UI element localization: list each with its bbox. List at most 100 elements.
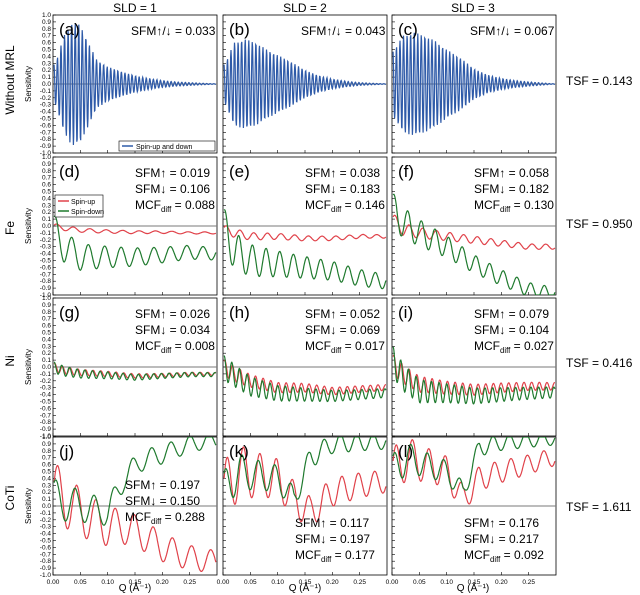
- y-tick-label: 0.5: [42, 47, 51, 54]
- annotation: SFM↓ = 0.104: [474, 323, 549, 337]
- series-spin-down: [53, 437, 217, 526]
- y-tick-label: -0.3: [40, 102, 52, 109]
- y-tick-label: 0.1: [42, 74, 51, 81]
- series-spin-up-and-down: [223, 39, 386, 129]
- annotation: SFM↑ = 0.117: [295, 516, 369, 530]
- y-tick-label: -0.5: [40, 538, 52, 545]
- annotation: SFM↑ = 0.176: [464, 516, 539, 530]
- y-tick-label: 0.7: [42, 175, 51, 182]
- y-tick-label: 1.0: [42, 12, 51, 19]
- y-tick-label: 0.4: [42, 195, 51, 202]
- y-tick-label: 0.3: [42, 343, 51, 350]
- y-tick-label: 0.5: [42, 189, 51, 196]
- panel-letter: (c): [398, 20, 418, 39]
- x-axis-titles: Q (Å⁻¹) Q (Å⁻¹) Q (Å⁻¹): [119, 581, 490, 594]
- y-axis-title: Sensitivity: [24, 208, 33, 244]
- y-tick-label: 0.7: [42, 455, 51, 462]
- series-spin-up: [392, 439, 556, 505]
- y-tick-label: 0.2: [42, 350, 51, 357]
- y-tick-label: 0.0: [42, 503, 51, 510]
- y-tick-label: 1.0: [42, 154, 51, 161]
- annotation: SFM↓ = 0.150: [125, 494, 200, 508]
- x-tick-label: 0.25: [522, 579, 535, 586]
- y-tick-label: 0.7: [42, 316, 51, 323]
- panel-i: (i) SFM↑ = 0.079 SFM↓ = 0.104 MCFdiff = 0.0…: [391, 297, 557, 437]
- annotation: SFM↑ = 0.052: [305, 307, 380, 321]
- tsf-label-row3: TSF = 0.416: [566, 356, 633, 370]
- annotation: MCFdiff = 0.146: [305, 198, 385, 214]
- y-tick-label: -0.6: [40, 264, 52, 271]
- plot-lines: [53, 215, 217, 272]
- y-tick-label: -0.9: [40, 565, 52, 572]
- panels-grid: -1.0-0.9-0.8-0.7-0.6-0.5-0.4-0.3-0.2-0.1…: [24, 12, 557, 586]
- y-tick-label: -0.7: [40, 129, 52, 136]
- annotation: SFM↑ = 0.079: [474, 307, 549, 321]
- column-header-sld2: SLD = 2: [283, 1, 327, 15]
- y-tick-label: -0.4: [40, 251, 52, 258]
- y-axis-title: Sensitivity: [24, 488, 33, 524]
- y-tick-label: -0.2: [40, 517, 52, 524]
- y-tick-label: 0.3: [42, 202, 51, 209]
- plot-lines: [392, 437, 556, 505]
- x-axis-title-col2: Q (Å⁻¹): [289, 581, 322, 594]
- y-tick-label: 0.9: [42, 161, 51, 168]
- row-label-without-mrl: Without MRL: [3, 45, 17, 115]
- panel-g: -1.0-0.9-0.8-0.7-0.6-0.5-0.4-0.3-0.2-0.1…: [24, 295, 218, 440]
- x-tick-label: 0.20: [495, 579, 508, 586]
- panel-c: (c) SFM↑/↓ = 0.067: [391, 14, 557, 154]
- x-tick-label: 0.20: [326, 579, 339, 586]
- y-tick-label: 0.1: [42, 496, 51, 503]
- y-tick-label: -0.9: [40, 426, 52, 433]
- series-spin-down: [392, 437, 556, 491]
- y-tick-label: 0.2: [42, 489, 51, 496]
- y-tick-label: 0.6: [42, 182, 51, 189]
- y-tick-label: 0.3: [42, 60, 51, 67]
- y-tick-label: 0.7: [42, 33, 51, 40]
- x-tick-label: 0.15: [129, 579, 142, 586]
- series-spin-down: [392, 193, 556, 295]
- x-tick-label: 0.25: [353, 579, 366, 586]
- annotation: SFM↓ = 0.182: [474, 182, 549, 196]
- annotation: MCFdiff = 0.088: [135, 198, 215, 214]
- y-tick-label: -1.0: [40, 572, 52, 579]
- series-spin-up: [53, 464, 217, 572]
- legend-label: Spin-down: [71, 209, 104, 216]
- annotation: SFM↓ = 0.197: [295, 532, 370, 546]
- panel-l: 0.00 0.05 0.10 0.15 0.20 0.25 (l) SFM↑ = 0.176 S…: [386, 436, 557, 586]
- plot-lines: [223, 39, 386, 129]
- y-tick-label: 0.4: [42, 475, 51, 482]
- annotation: SFM↓ = 0.217: [464, 532, 539, 546]
- x-tick-label: 0.00: [386, 579, 399, 586]
- y-tick-label: -0.3: [40, 385, 52, 392]
- y-tick-label: -0.4: [40, 109, 52, 116]
- y-tick-label: -0.1: [40, 371, 52, 378]
- series-spin-up: [53, 223, 217, 235]
- plot-lines: [392, 346, 556, 405]
- y-tick-label: 0.2: [42, 209, 51, 216]
- y-tick-label: -1.0: [40, 150, 52, 157]
- y-tick-label: -0.3: [40, 244, 52, 251]
- annotation: MCFdiff = 0.027: [474, 339, 554, 355]
- y-tick-label: -0.2: [40, 237, 52, 244]
- annotation: SFM↓ = 0.034: [135, 323, 210, 337]
- y-tick-label: -0.5: [40, 399, 52, 406]
- series-spin-up: [392, 354, 556, 396]
- panel-d: -1.0-0.9-0.8-0.7-0.6-0.5-0.4-0.3-0.2-0.1…: [24, 154, 218, 299]
- panel-letter: (b): [229, 20, 250, 39]
- tsf-label-row1: TSF = 0.143: [566, 74, 633, 88]
- y-tick-label: 0.5: [42, 469, 51, 476]
- annotation: SFM↓ = 0.069: [305, 323, 380, 337]
- y-tick-label: 0.4: [42, 53, 51, 60]
- series-spin-up-and-down: [53, 23, 216, 146]
- panel-j: -1.0-0.9-0.8-0.7-0.6-0.5-0.4-0.3-0.2-0.1…: [24, 434, 218, 586]
- y-tick-label: -0.8: [40, 278, 52, 285]
- annotation: MCFdiff = 0.008: [135, 339, 215, 355]
- annotation: SFM↓ = 0.106: [135, 182, 210, 196]
- x-tick-label: 0.20: [156, 579, 169, 586]
- series-spin-down: [53, 361, 217, 381]
- y-tick-label: -1.0: [40, 433, 52, 440]
- panel-letter: (e): [229, 162, 250, 181]
- panel-letter: (a): [59, 20, 80, 39]
- y-axis-title: Sensitivity: [24, 66, 33, 102]
- panel-letter: (f): [398, 162, 414, 181]
